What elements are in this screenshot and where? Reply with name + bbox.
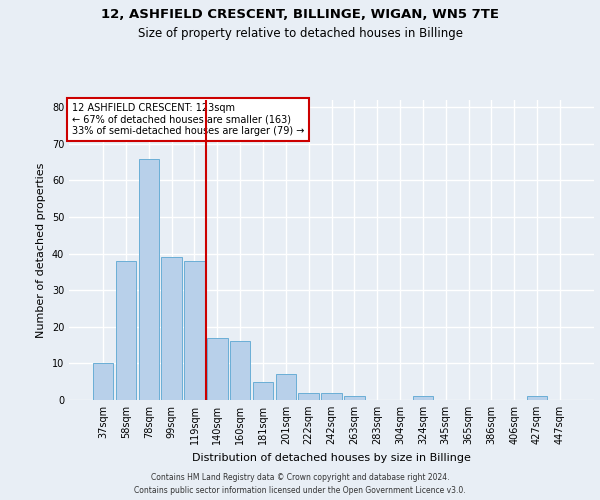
Bar — [275, 374, 296, 400]
Bar — [298, 392, 319, 400]
Bar — [116, 261, 136, 400]
Bar — [413, 396, 433, 400]
Text: Contains HM Land Registry data © Crown copyright and database right 2024.: Contains HM Land Registry data © Crown c… — [151, 472, 449, 482]
Text: 12 ASHFIELD CRESCENT: 123sqm
← 67% of detached houses are smaller (163)
33% of s: 12 ASHFIELD CRESCENT: 123sqm ← 67% of de… — [71, 103, 304, 136]
Bar — [527, 396, 547, 400]
Bar — [139, 158, 159, 400]
Bar — [253, 382, 273, 400]
Bar — [230, 342, 250, 400]
Bar — [93, 364, 113, 400]
Text: 12, ASHFIELD CRESCENT, BILLINGE, WIGAN, WN5 7TE: 12, ASHFIELD CRESCENT, BILLINGE, WIGAN, … — [101, 8, 499, 20]
X-axis label: Distribution of detached houses by size in Billinge: Distribution of detached houses by size … — [192, 452, 471, 462]
Bar — [207, 338, 227, 400]
Bar — [344, 396, 365, 400]
Text: Size of property relative to detached houses in Billinge: Size of property relative to detached ho… — [137, 28, 463, 40]
Bar — [184, 261, 205, 400]
Bar — [161, 258, 182, 400]
Y-axis label: Number of detached properties: Number of detached properties — [36, 162, 46, 338]
Bar — [321, 392, 342, 400]
Text: Contains public sector information licensed under the Open Government Licence v3: Contains public sector information licen… — [134, 486, 466, 495]
